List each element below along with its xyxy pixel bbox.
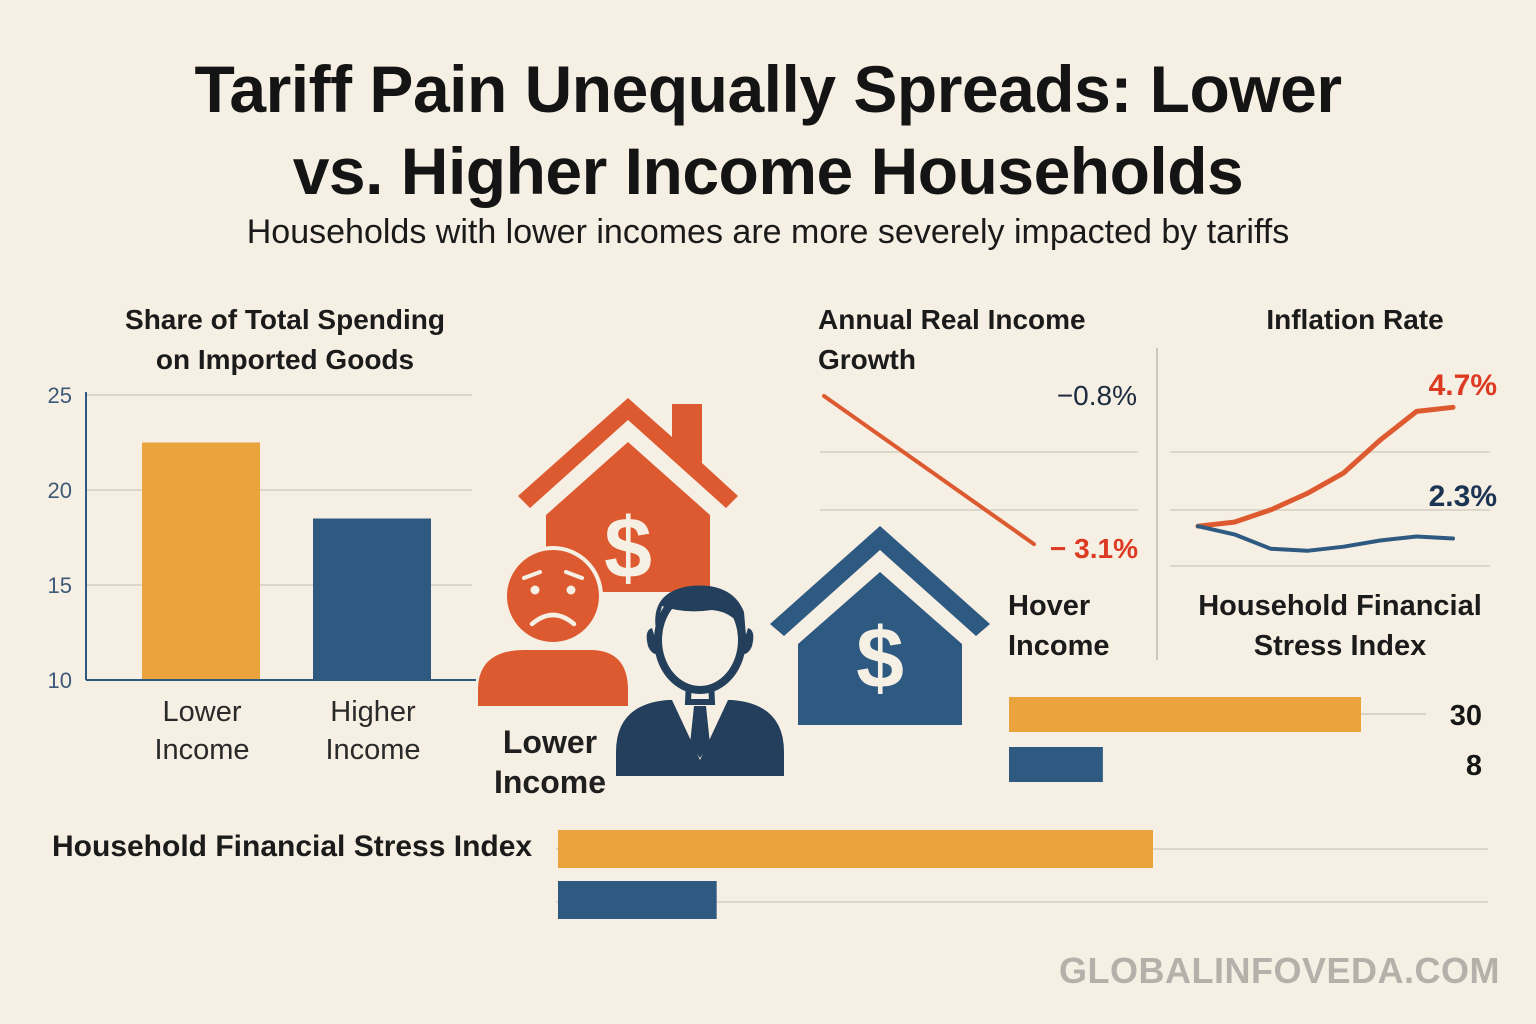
inflation-series-lines [1195,404,1456,553]
stress-right-bar [1009,747,1103,782]
inflation-series-line [1195,404,1456,529]
spending-bars [142,442,431,680]
growth-grid [820,451,1138,511]
lower-label-line-1: Lower [502,724,598,760]
spending-x-label: Higher [330,696,416,728]
stress-bottom-bar [558,830,1153,868]
growth-title-line-2: Growth [818,344,916,375]
income-growth-chart-title: Annual Real Income Growth [818,300,1138,380]
inflation-line-chart: 4.7% 2.3% [1170,369,1497,567]
stress-index-bottom-title: Household Financial Stress Index [52,830,533,863]
spending-x-label: Income [325,734,420,766]
spending-title-line-2: on Imported Goods [155,344,415,375]
stress-index-bottom-chart [556,830,1488,919]
hover-label-line-1: Hover [1008,590,1091,622]
title-line-2: vs. Higher Income Households [292,134,1244,208]
growth-label-start: −0.8% [1057,380,1137,411]
spending-y-ticks: 25 20 15 10 [48,383,72,693]
spending-y-tick-label: 15 [48,573,72,598]
hover-income-label: Hover Income [1008,586,1158,666]
income-growth-line-chart: −0.8% − 3.1% [820,380,1138,564]
inflation-chart-title: Inflation Rate [1266,304,1444,335]
spending-x-label: Lower [163,696,242,728]
inflation-series-labels: 4.7% 2.3% [1429,369,1497,513]
stress-right-value-label: 30 [1450,700,1482,732]
businessman-icon [616,585,784,776]
stress-right-value-label: 8 [1466,750,1482,782]
stress-bottom-bars [558,830,1153,919]
title-line-1: Tariff Pain Unequally Spreads: Lower [194,52,1342,126]
stress-index-right-chart: 30 8 [1009,697,1482,782]
spending-y-tick-label: 10 [48,668,72,693]
page-title: Tariff Pain Unequally Spreads: Lower vs.… [0,48,1536,212]
spending-y-tick-label: 25 [48,383,72,408]
spending-bar-chart: 25 20 15 10 Lower Income Higher Income [48,383,476,766]
worried-person-icon [478,546,628,706]
stress-right-bar [1009,697,1361,732]
spending-title-line-1: Share of Total Spending [125,304,445,335]
stress-right-bars [1009,697,1361,782]
house-dollar-icon: $ [770,526,990,725]
lower-income-label: Lower Income [470,722,630,802]
spending-bar [142,442,260,680]
lower-label-line-2: Income [493,764,607,800]
inflation-series-line [1196,524,1455,553]
house-dollar-icon: $ [518,398,738,597]
stress-right-title-line-1: Household Financial [1198,590,1482,622]
spending-y-tick-label: 20 [48,478,72,503]
svg-text:$: $ [856,611,904,707]
stress-right-title-line-2: Stress Index [1253,630,1427,662]
growth-label-end: − 3.1% [1050,533,1138,564]
svg-text:$: $ [604,501,652,597]
growth-title-line-1: Annual Real Income [818,304,1086,335]
watermark: GLOBALINFOVEDA.COM [1059,950,1500,991]
spending-x-labels: Lower Income Higher Income [154,696,420,766]
inflation-series-label: 4.7% [1429,369,1497,402]
spending-chart-title: Share of Total Spending on Imported Good… [70,300,500,380]
inflation-grid [1170,451,1490,567]
stress-right-labels: 30 8 [1450,700,1482,782]
hover-label-line-2: Income [1008,630,1110,662]
stress-bottom-bar [558,881,717,919]
page-subtitle: Households with lower incomes are more s… [246,213,1290,251]
spending-bar [313,518,431,680]
stress-index-right-title: Household Financial Stress Index [1180,586,1500,666]
spending-x-label: Income [154,734,249,766]
income-growth-series-line [822,394,1036,547]
inflation-series-label: 2.3% [1429,480,1497,513]
